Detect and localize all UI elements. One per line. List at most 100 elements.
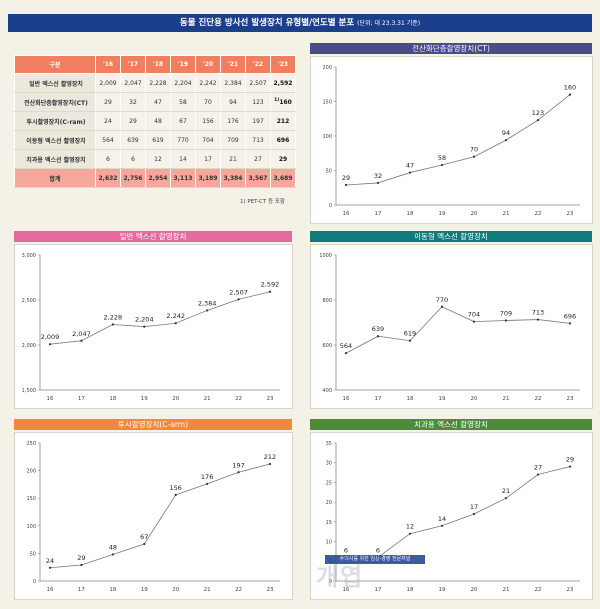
- x-tick-label: 20: [471, 211, 478, 217]
- table-cell: 67: [170, 111, 196, 131]
- row-name: 전산화단층촬영장치(CT): [14, 92, 96, 112]
- data-label: 2,592: [261, 281, 280, 289]
- data-point: [206, 309, 209, 312]
- x-tick-label: 22: [535, 587, 542, 593]
- chart-dental: 0510152025303516171819202122236612141721…: [326, 441, 580, 593]
- table-cell: 12: [145, 149, 171, 169]
- table-cell: 3,384: [220, 168, 246, 188]
- data-label: 709: [500, 309, 512, 317]
- y-tick-label: 25: [326, 480, 332, 486]
- data-label: 21: [502, 487, 510, 495]
- data-label: 704: [468, 311, 480, 319]
- data-point: [111, 553, 114, 556]
- data-point: [143, 325, 146, 328]
- header-cell: '19: [170, 55, 196, 74]
- data-point: [504, 497, 508, 500]
- y-tick-label: 20: [326, 500, 332, 506]
- x-tick-label: 23: [567, 396, 574, 402]
- data-point: [408, 532, 412, 535]
- data-point: [504, 319, 508, 322]
- data-point: [472, 512, 476, 516]
- x-tick-label: 20: [471, 396, 478, 402]
- table-cell: 6: [95, 149, 121, 169]
- y-tick-label: 200: [26, 469, 36, 475]
- x-tick-label: 19: [439, 211, 446, 217]
- chart-ct: 0 50 100 150 200 16 17 18 19 20 21 22 23 29 32 47 58 70 94…: [322, 65, 580, 217]
- main-title-bar: 동물 진단용 방사선 발생장치 유형별/연도별 분포 (단위: 대 23.3.3…: [8, 14, 592, 32]
- x-tick-label: 21: [204, 587, 211, 593]
- data-label: 32: [374, 172, 382, 180]
- data-point: [268, 290, 272, 293]
- data-point: [80, 339, 83, 342]
- data-label: 770: [436, 296, 448, 304]
- table-cell: 704: [195, 130, 221, 150]
- data-point: [504, 139, 508, 142]
- y-tick-label: 100: [322, 134, 332, 140]
- data-point: [174, 322, 177, 325]
- table-cell: 2,756: [120, 168, 146, 188]
- data-point: [80, 563, 83, 567]
- table-cell: 70: [195, 92, 221, 112]
- y-tick-label: 1000: [319, 253, 332, 259]
- table-cell: 2,954: [145, 168, 171, 188]
- table-cell: 14: [170, 149, 196, 169]
- y-tick-label: 2,000: [22, 343, 36, 349]
- data-label: 2,047: [72, 330, 91, 338]
- y-tick-label: 100: [26, 524, 36, 530]
- x-tick-label: 16: [47, 396, 54, 402]
- data-point: [536, 119, 540, 122]
- table-total-row: 합계 2,632 2,756 2,954 3,113 3,189 3,384 3…: [14, 168, 296, 188]
- y-tick-label: 50: [326, 169, 332, 175]
- y-tick-label: 250: [26, 441, 36, 447]
- y-tick-label: 1,500: [22, 388, 36, 394]
- x-tick-label: 23: [267, 396, 274, 402]
- x-tick-label: 21: [204, 396, 211, 402]
- data-label: 17: [470, 503, 478, 511]
- x-tick-label: 17: [375, 211, 382, 217]
- table-cell-latest: 29: [270, 149, 296, 169]
- table-cell-latest: 696: [270, 130, 296, 150]
- table-cell: 2,228: [145, 73, 171, 93]
- data-label: 176: [201, 473, 213, 481]
- data-label: 29: [342, 174, 350, 182]
- x-tick-label: 16: [343, 396, 350, 402]
- y-tick-label: 50: [30, 551, 36, 557]
- series-line: [346, 466, 571, 558]
- row-name: 이동형 엑스선 촬영장치: [14, 130, 96, 150]
- y-tick-label: 3,000: [22, 253, 36, 259]
- chart-general: 1,500 2,000 2,500 3,000 16 17 18 19 20 21 22 23 2,00…: [22, 253, 280, 402]
- data-label: 2,228: [104, 313, 123, 321]
- data-label: 160: [564, 84, 576, 92]
- table-row: 전산화단층촬영장치(CT) 29 32 47 58 70 94 123 1)16…: [14, 92, 296, 112]
- data-point: [237, 471, 240, 474]
- data-label: 564: [340, 342, 352, 350]
- data-label: 696: [564, 312, 576, 320]
- y-tick-label: 600: [322, 343, 332, 349]
- data-label: 6: [344, 546, 348, 554]
- x-tick-label: 22: [535, 211, 542, 217]
- x-tick-label: 16: [343, 587, 350, 593]
- x-tick-label: 20: [172, 396, 179, 402]
- x-tick-label: 18: [407, 396, 414, 402]
- table-cell: 770: [170, 130, 196, 150]
- y-tick-label: 150: [322, 100, 332, 106]
- header-category: 구분: [14, 55, 96, 74]
- row-name: 일반 엑스선 촬영장치: [14, 73, 96, 93]
- chart-mobile: 400 600 800 1000 16 17 18 19 20 21 22 23 564 639 619 77…: [319, 253, 580, 402]
- data-label: 14: [438, 515, 446, 523]
- row-name: 치과용 엑스선 촬영장치: [14, 149, 96, 169]
- series-line: [345, 306, 571, 354]
- x-tick-label: 21: [503, 396, 510, 402]
- y-tick-label: 30: [326, 461, 332, 467]
- data-point: [376, 335, 380, 338]
- data-point: [237, 298, 240, 301]
- table-cell: 2,242: [195, 73, 221, 93]
- y-tick-label: 35: [326, 441, 332, 447]
- data-point: [408, 339, 412, 342]
- table-cell: 619: [145, 130, 171, 150]
- data-label: 94: [502, 129, 510, 137]
- x-tick-label: 19: [141, 587, 148, 593]
- table-row: 치과용 엑스선 촬영장치 6 6 12 14 17 21 27 29: [14, 149, 296, 169]
- data-label: 29: [77, 554, 85, 562]
- data-point: [344, 352, 348, 355]
